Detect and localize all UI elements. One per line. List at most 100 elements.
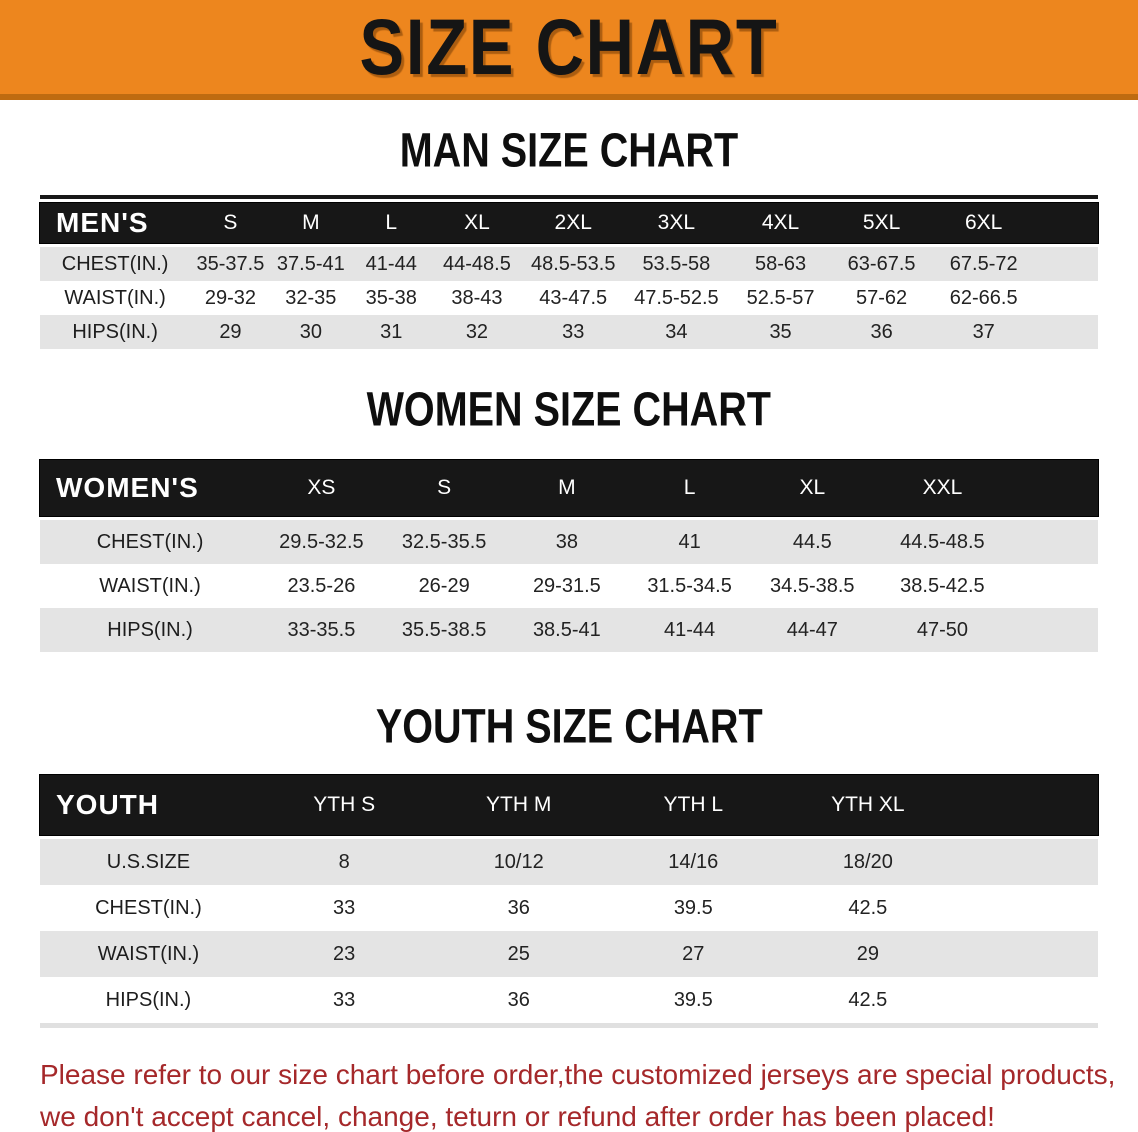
value-cell: 62-66.5	[949, 286, 1018, 309]
table-title: MEN'S	[56, 207, 149, 238]
column-header: XL	[464, 211, 490, 234]
value-cell: 29-32	[204, 286, 257, 309]
value-cell: 38.5-42.5	[900, 574, 985, 597]
disclaimer-line2: we don't accept cancel, change, teturn o…	[40, 1101, 995, 1132]
value-cell: 33	[333, 988, 356, 1011]
table-row: WAIST(IN.) 23 25 27 29	[40, 931, 1098, 977]
value-cell: 26-29	[418, 574, 470, 597]
column-header: M	[302, 211, 320, 234]
table-header-row: YOUTH YTH S YTH M YTH L YTH XL	[40, 775, 1098, 835]
mens-table-top-rule	[40, 195, 1098, 199]
disclaimer-line1: Please refer to our size chart before or…	[40, 1059, 1116, 1090]
value-cell: 29-31.5	[532, 574, 601, 597]
table-title: WOMEN'S	[56, 472, 199, 503]
table-row: CHEST(IN.) 35-37.5 37.5-41 41-44 44-48.5 48.5…	[40, 247, 1098, 281]
value-cell: 8	[338, 850, 350, 873]
value-cell: 38-43	[451, 286, 503, 309]
women-section-heading-text: WOMEN SIZE CHART	[366, 383, 772, 437]
column-header: L	[683, 476, 696, 499]
column-header: 3XL	[657, 211, 696, 234]
value-cell: 38.5-41	[532, 618, 601, 641]
value-cell: 34	[665, 320, 688, 343]
man-section-heading-text: MAN SIZE CHART	[399, 124, 739, 178]
row-label: CHEST(IN.)	[95, 896, 202, 919]
value-cell: 41-44	[664, 618, 716, 641]
value-cell: 47.5-52.5	[634, 286, 719, 309]
value-cell: 39.5	[673, 988, 713, 1011]
value-cell: 36	[870, 320, 893, 343]
table-row: HIPS(IN.) 29 30 31 32 33 34 35 36 37	[40, 315, 1098, 349]
value-cell: 35	[769, 320, 792, 343]
value-cell: 44-48.5	[443, 252, 511, 275]
value-cell: 32	[465, 320, 489, 343]
value-cell: 42.5	[848, 988, 888, 1011]
row-label: HIPS(IN.)	[105, 988, 192, 1011]
value-cell: 33	[562, 320, 585, 343]
value-cell: 29	[856, 942, 879, 965]
value-cell: 32.5-35.5	[401, 530, 487, 553]
value-cell: 38	[555, 530, 578, 553]
table-row: U.S.SIZE 8 10/12 14/16 18/20	[40, 839, 1098, 885]
value-cell: 35-38	[365, 286, 417, 309]
value-cell: 44.5	[792, 530, 832, 553]
value-cell: 67.5-72	[949, 252, 1018, 275]
table-row: WAIST(IN.) 23.5-26 26-29 29-31.5 31.5-34.5 34…	[40, 564, 1098, 608]
row-label: HIPS(IN.)	[72, 320, 158, 343]
youth-table-bottom-rule	[40, 1023, 1098, 1028]
value-cell: 31	[380, 320, 403, 343]
value-cell: 53.5-58	[642, 252, 711, 275]
value-cell: 33-35.5	[287, 618, 356, 641]
value-cell: 57-62	[856, 286, 908, 309]
banner-title: SIZE CHART	[359, 2, 779, 92]
value-cell: 41-44	[365, 252, 417, 275]
row-label: WAIST(IN.)	[64, 286, 166, 309]
column-header: 5XL	[862, 211, 901, 234]
value-cell: 23.5-26	[287, 574, 356, 597]
table-header-row: WOMEN'S XS S M L XL XXL	[40, 460, 1098, 516]
youth-section-heading: YOUTH SIZE CHART	[0, 700, 1138, 754]
table-title: YOUTH	[56, 789, 159, 820]
value-cell: 23	[333, 942, 356, 965]
column-header: YTH XL	[831, 793, 905, 816]
value-cell: 18/20	[842, 850, 893, 873]
value-cell: 34.5-38.5	[770, 574, 855, 597]
value-cell: 37	[972, 320, 995, 343]
table-row: WAIST(IN.) 29-32 32-35 35-38 38-43 43-47.5 47.…	[40, 281, 1098, 315]
value-cell: 47-50	[916, 618, 968, 641]
value-cell: 39.5	[673, 896, 713, 919]
value-cell: 36	[507, 896, 530, 919]
table-header-row: MEN'S S M L XL 2XL 3XL 4XL 5XL 6XL	[40, 203, 1098, 243]
youth-size-table: YOUTH YTH S YTH M YTH L YTH XL U.S.SIZE 8 10/12…	[40, 775, 1098, 1028]
column-header: 6XL	[965, 211, 1003, 234]
row-label: CHEST(IN.)	[61, 252, 169, 275]
value-cell: 42.5	[848, 896, 888, 919]
value-cell: 37.5-41	[276, 252, 345, 275]
row-label: HIPS(IN.)	[107, 618, 193, 641]
column-header: S	[437, 476, 452, 499]
column-header: XS	[307, 476, 336, 499]
row-label: WAIST(IN.)	[99, 574, 201, 597]
womens-table-grid: WOMEN'S XS S M L XL XXL CHEST(IN.) 29.5-32.5 32.5…	[40, 460, 1098, 652]
row-label: WAIST(IN.)	[97, 942, 200, 965]
value-cell: 35-37.5	[196, 252, 265, 275]
value-cell: 29	[219, 320, 242, 343]
column-header: YTH M	[486, 793, 552, 816]
column-header: XXL	[922, 476, 963, 499]
womens-size-table: WOMEN'S XS S M L XL XXL CHEST(IN.) 29.5-32.5 32.5…	[40, 460, 1098, 652]
disclaimer: Please refer to our size chart before or…	[40, 1054, 1138, 1132]
value-cell: 48.5-53.5	[530, 252, 616, 275]
column-header: YTH L	[663, 793, 724, 816]
value-cell: 27	[682, 942, 705, 965]
table-row: CHEST(IN.) 29.5-32.5 32.5-35.5 38 41 44.5 44.5…	[40, 520, 1098, 564]
value-cell: 31.5-34.5	[647, 574, 732, 597]
mens-size-table: MEN'S S M L XL 2XL 3XL 4XL 5XL 6XL CHEST(IN.) 35-37…	[40, 195, 1098, 349]
value-cell: 44-47	[786, 618, 838, 641]
value-cell: 43-47.5	[539, 286, 608, 309]
column-header: 4XL	[761, 211, 800, 234]
youth-section-heading-text: YOUTH SIZE CHART	[375, 700, 763, 754]
value-cell: 33	[333, 896, 356, 919]
column-header: M	[558, 476, 576, 499]
value-cell: 35.5-38.5	[401, 618, 487, 641]
women-section-heading: WOMEN SIZE CHART	[0, 383, 1138, 437]
